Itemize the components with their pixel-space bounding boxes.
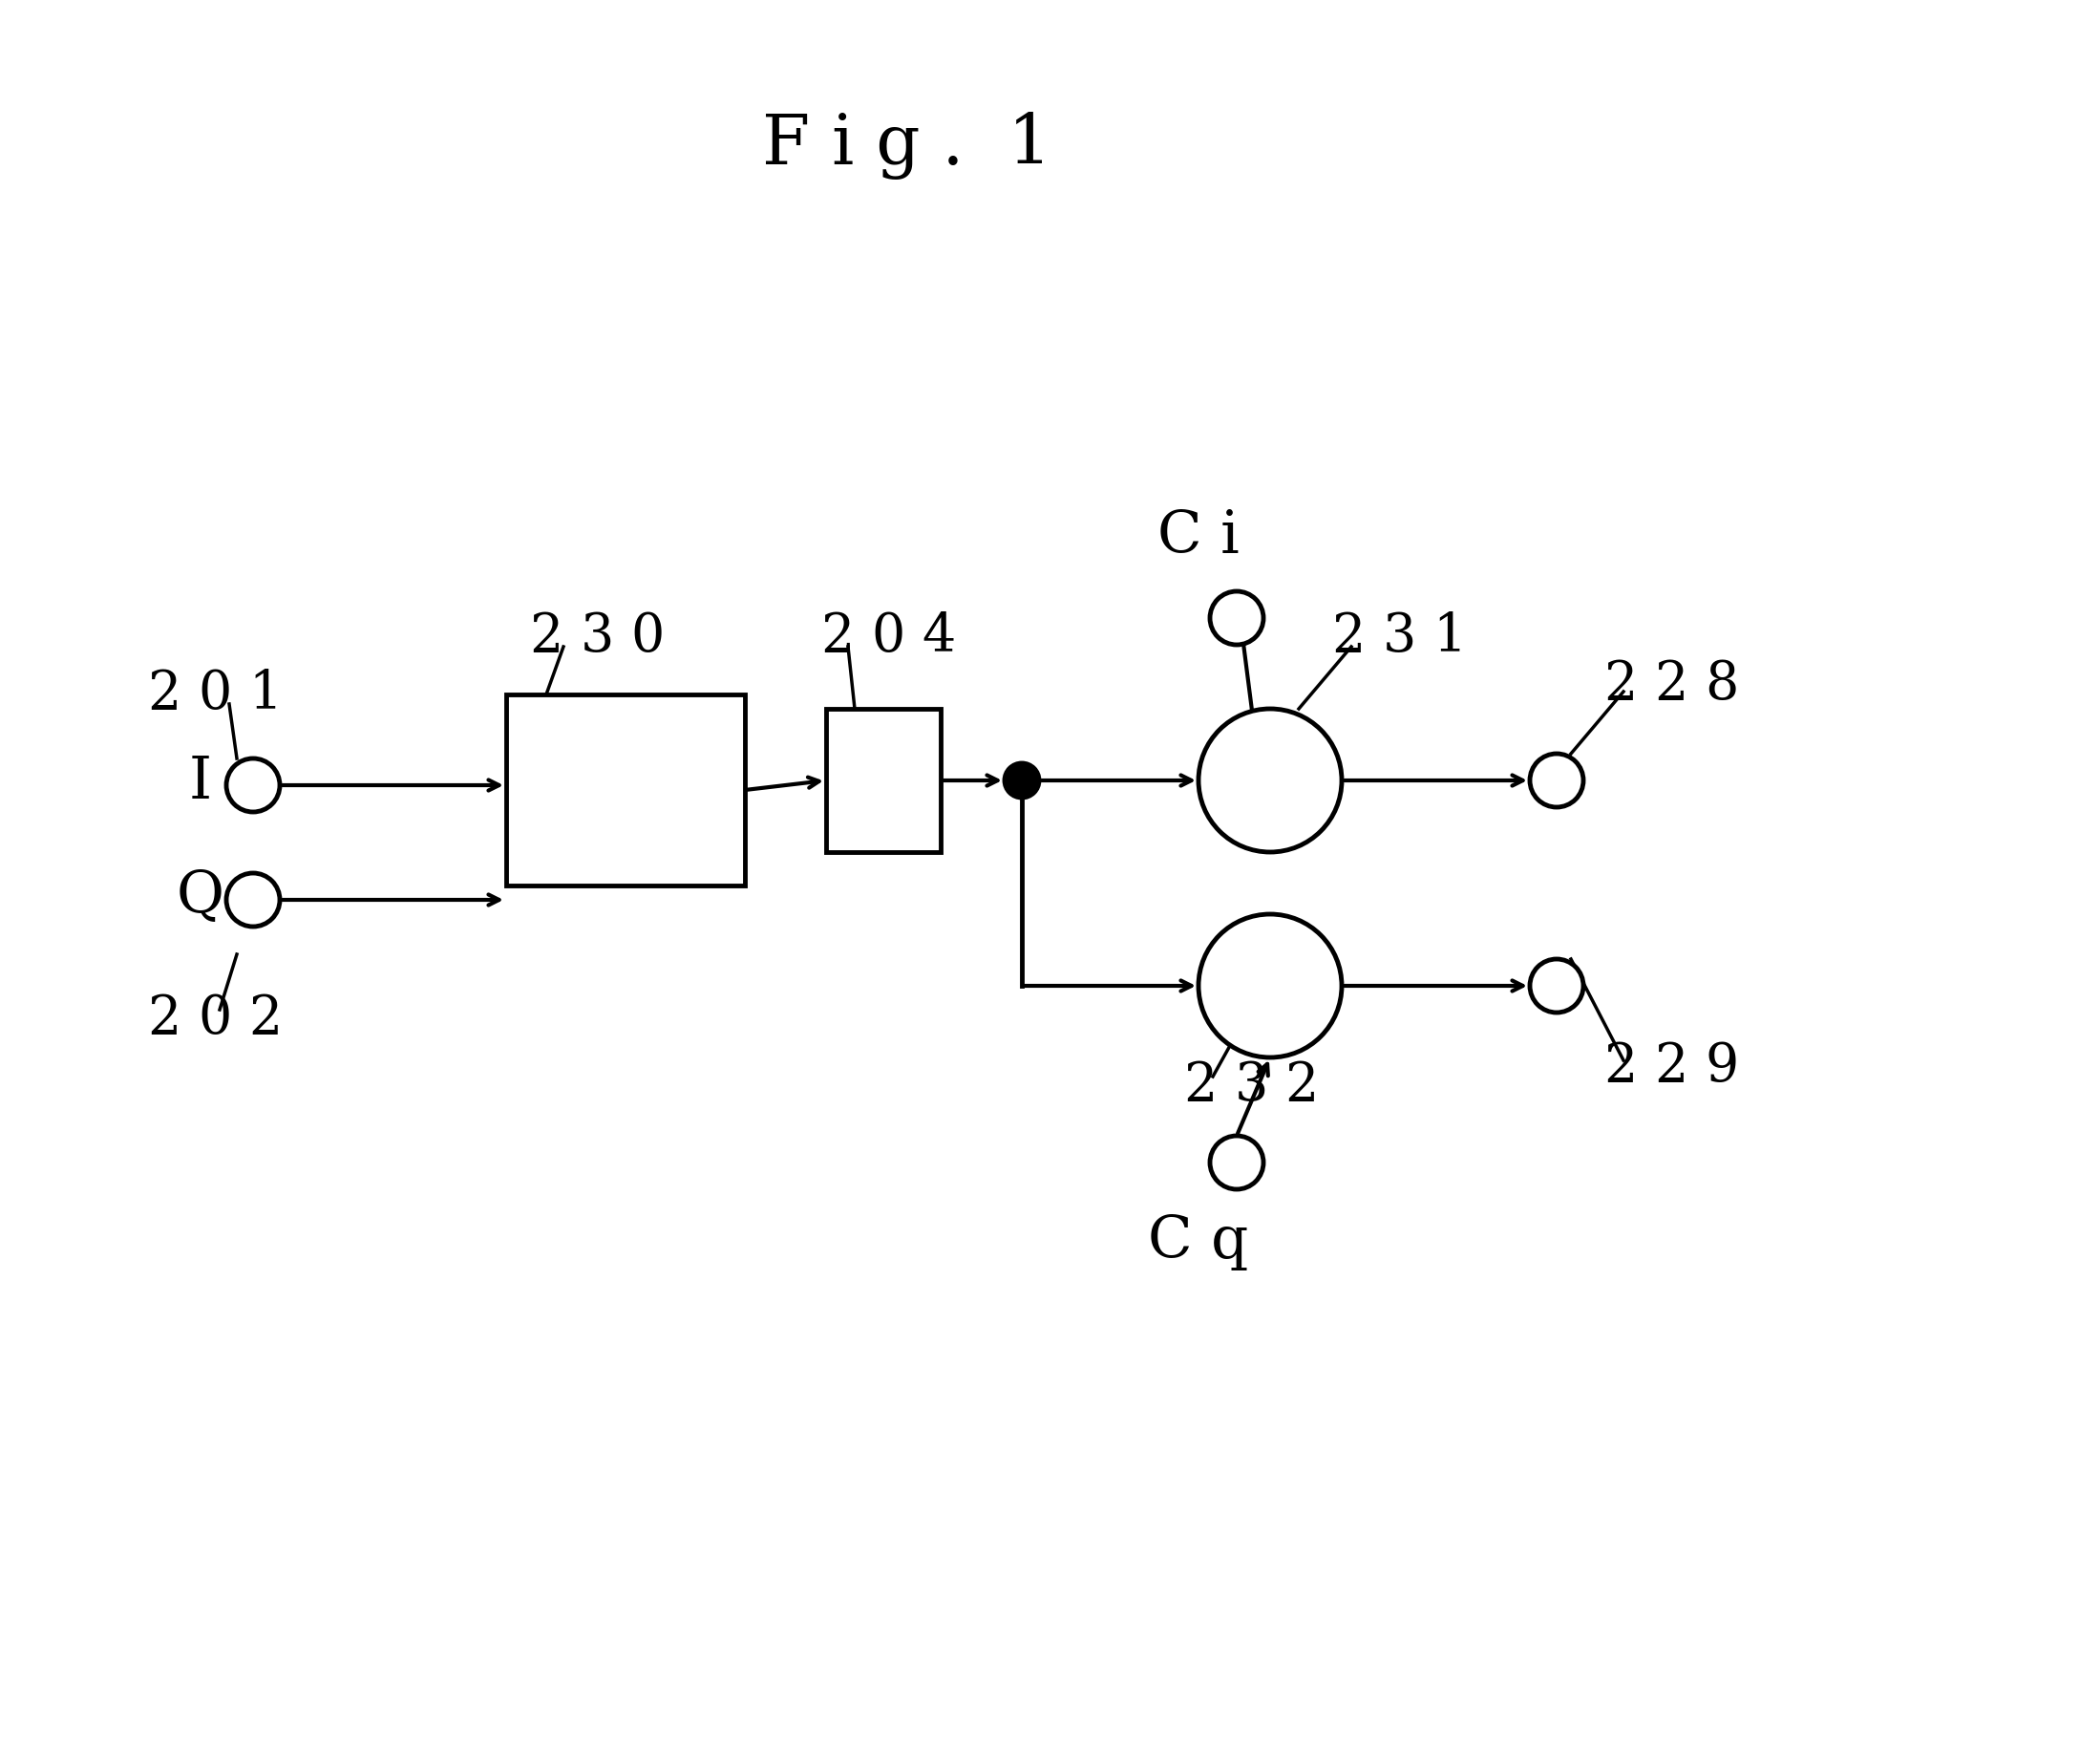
- Text: 2 3 1: 2 3 1: [1331, 611, 1468, 663]
- Circle shape: [1199, 914, 1342, 1057]
- Text: 2 0 2: 2 0 2: [147, 992, 284, 1045]
- Text: T: T: [863, 751, 903, 810]
- Circle shape: [1531, 754, 1583, 807]
- Text: 2 2 8: 2 2 8: [1604, 658, 1739, 710]
- Text: 2 3 2: 2 3 2: [1184, 1060, 1319, 1113]
- Text: C q: C q: [1149, 1213, 1250, 1270]
- Bar: [825, 709, 941, 852]
- Text: C i: C i: [1157, 508, 1239, 565]
- Circle shape: [227, 758, 279, 812]
- Circle shape: [1199, 709, 1342, 852]
- Circle shape: [1531, 959, 1583, 1013]
- Bar: [506, 695, 746, 886]
- Circle shape: [1210, 1136, 1264, 1190]
- Text: F i g .  1: F i g . 1: [762, 112, 1052, 178]
- Text: 2 3 0: 2 3 0: [529, 611, 666, 663]
- Text: ADDER: ADDER: [529, 767, 720, 814]
- Circle shape: [227, 873, 279, 926]
- Text: 2 2 9: 2 2 9: [1604, 1041, 1739, 1094]
- Text: Q: Q: [176, 868, 225, 926]
- Text: 2 0 1: 2 0 1: [147, 668, 284, 721]
- Circle shape: [1210, 592, 1264, 644]
- Text: I: I: [189, 754, 212, 810]
- Circle shape: [1004, 763, 1040, 798]
- Text: 2 0 4: 2 0 4: [821, 611, 956, 663]
